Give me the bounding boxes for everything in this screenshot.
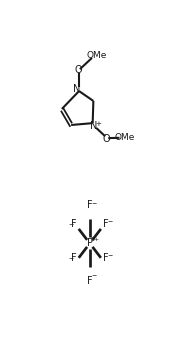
Text: P: P (87, 238, 93, 248)
Text: F: F (103, 219, 109, 229)
Text: +: + (95, 121, 101, 127)
Text: −: − (91, 201, 97, 206)
Text: −: − (91, 273, 97, 278)
Text: 5+: 5+ (90, 237, 99, 242)
Text: O: O (74, 65, 82, 75)
Text: −: − (69, 222, 74, 227)
Text: F: F (103, 253, 109, 263)
Text: −: − (108, 218, 113, 223)
Text: F: F (71, 219, 77, 229)
Text: N: N (90, 121, 97, 131)
Text: OMe: OMe (114, 133, 134, 142)
Text: F: F (87, 277, 93, 286)
Text: O: O (103, 134, 110, 144)
Text: F: F (71, 253, 77, 263)
Text: F: F (87, 200, 93, 210)
Text: N: N (73, 84, 81, 94)
Text: OMe: OMe (87, 51, 107, 60)
Text: −: − (108, 252, 113, 257)
Text: −: − (69, 256, 74, 261)
